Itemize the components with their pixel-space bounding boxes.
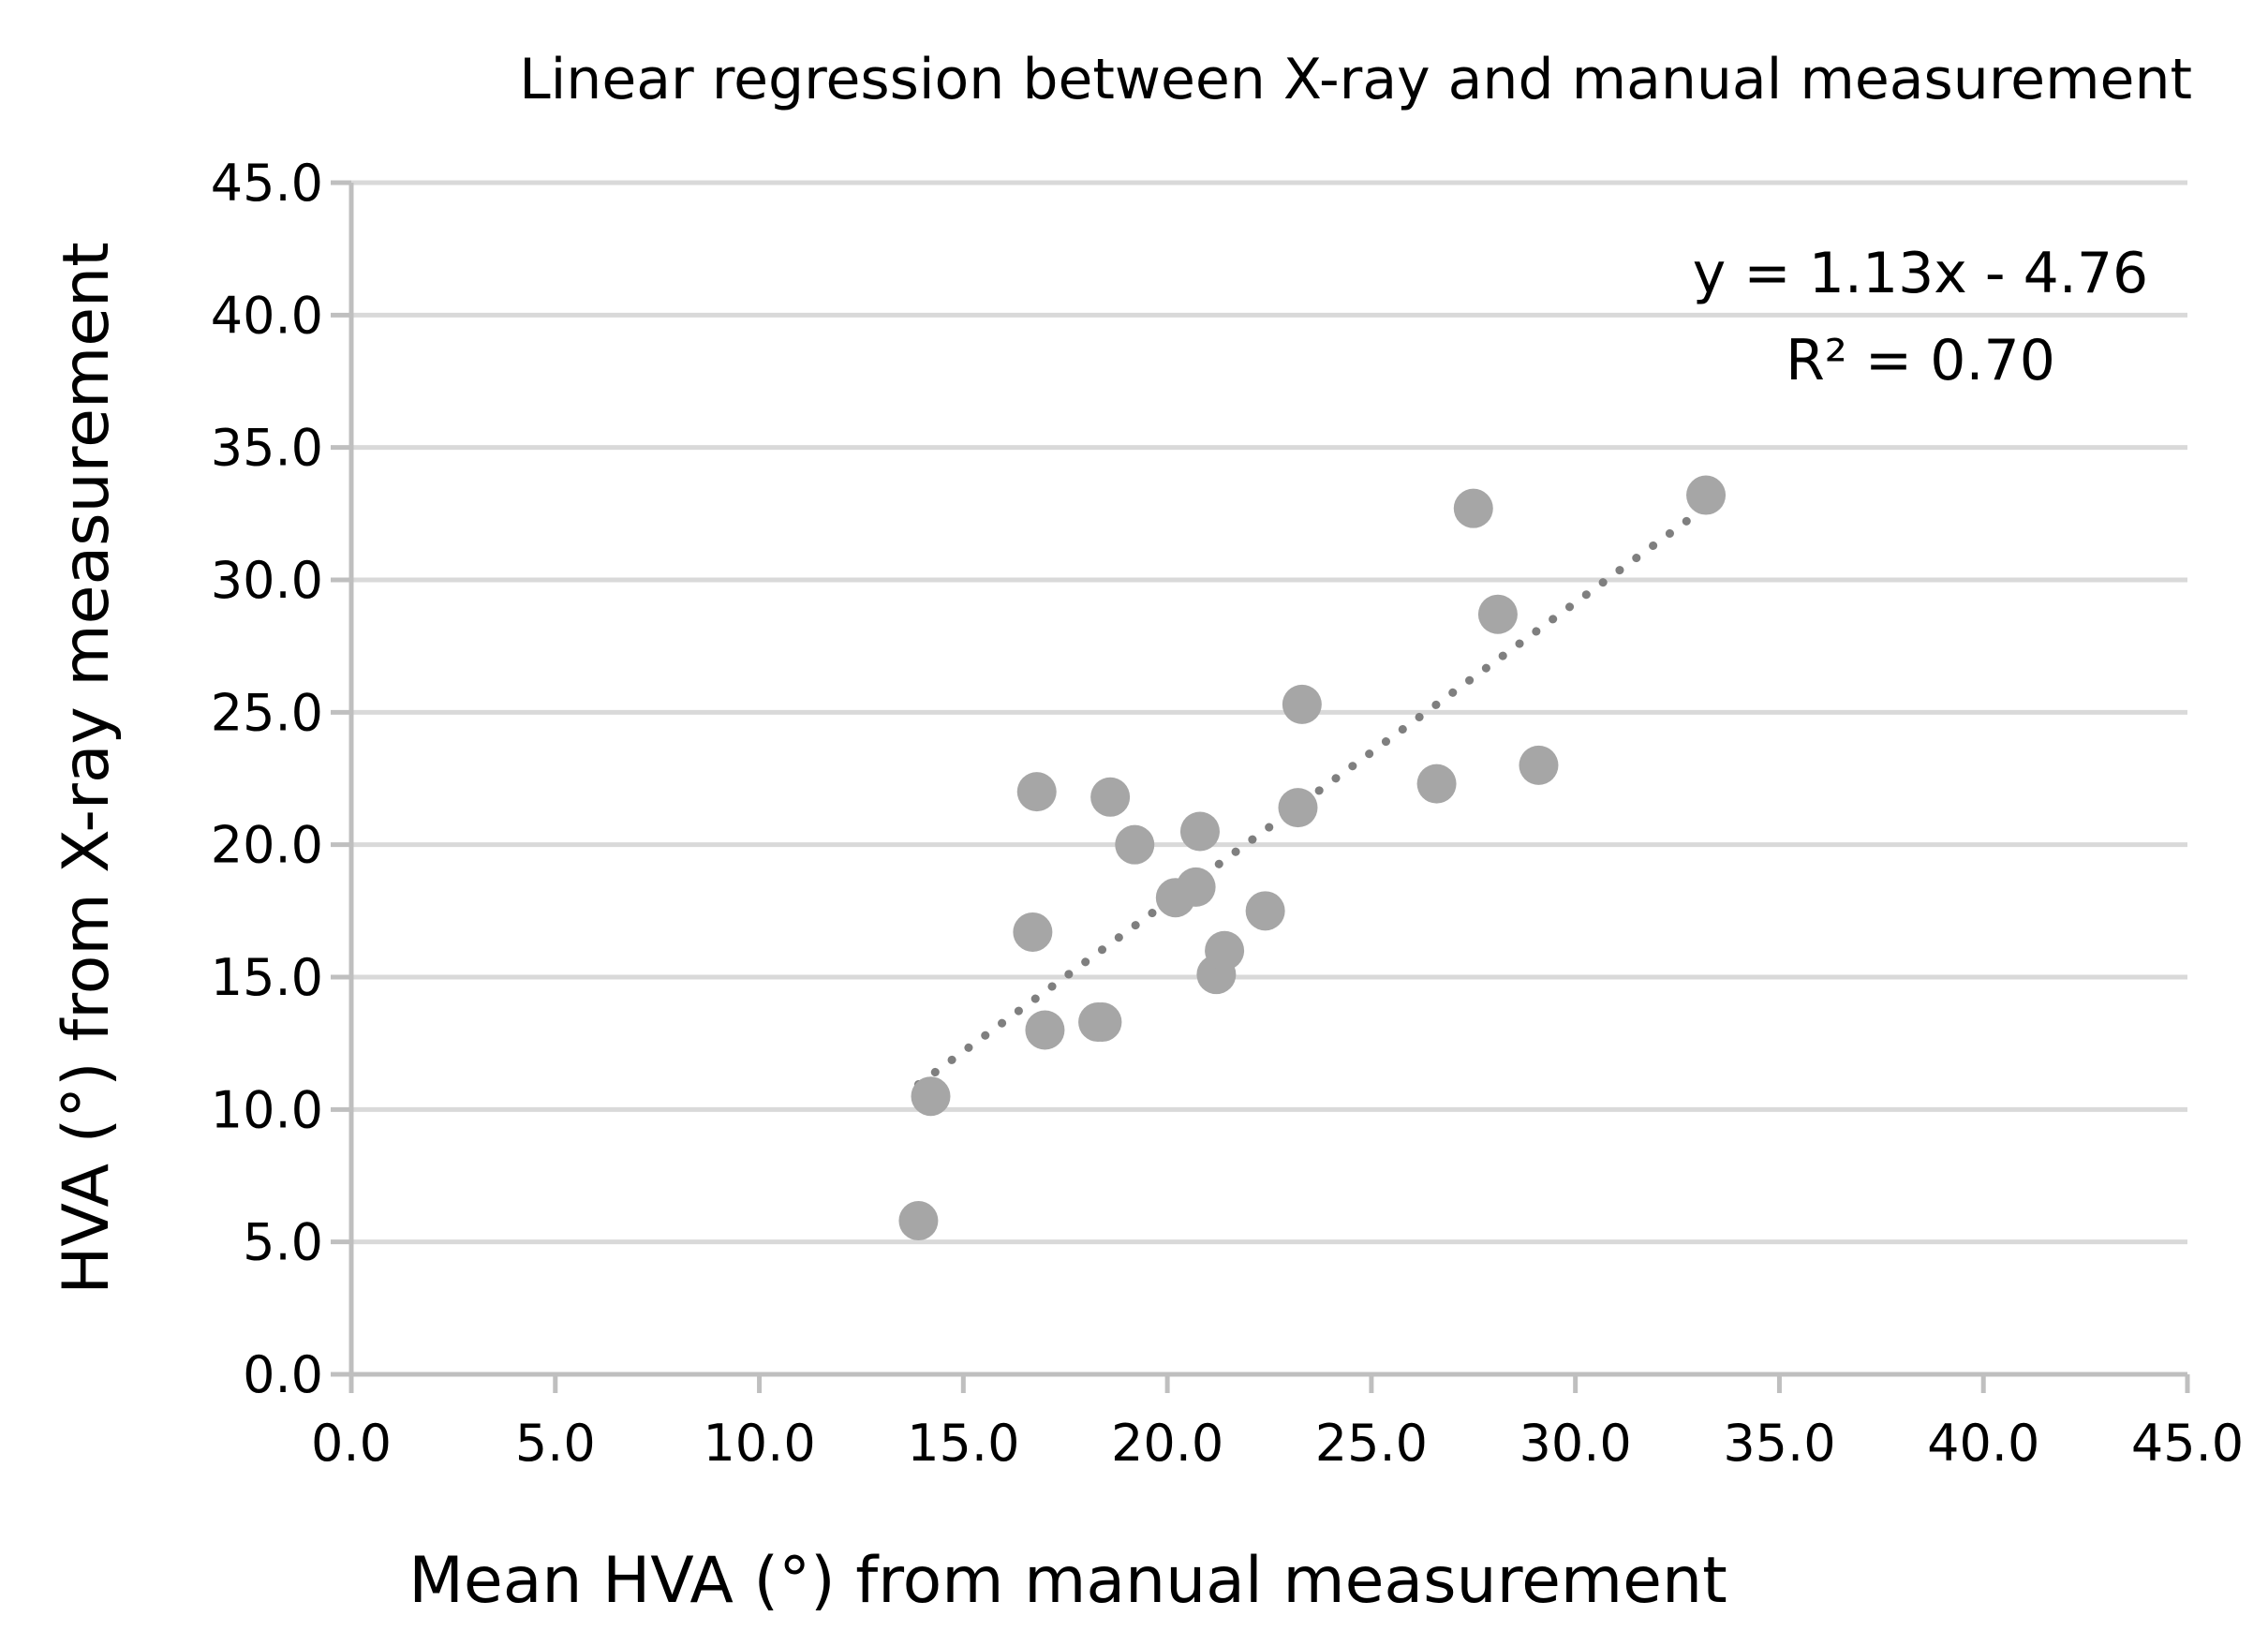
data-point [1090, 777, 1131, 817]
y-tick-labels: 0.0 5.0 10.0 15.0 20.0 25.0 30.0 35.0 40.0 45.0 [211, 154, 323, 1404]
x-tick-label-7: 35.0 [1723, 1414, 1835, 1473]
data-point [1082, 1002, 1122, 1043]
y-tick-label-8: 40.0 [211, 286, 323, 345]
x-tick-label-9: 45.0 [2131, 1414, 2244, 1473]
data-point [1115, 824, 1155, 865]
gridlines [351, 180, 2187, 1245]
data-point [1179, 811, 1220, 852]
data-point [911, 1076, 951, 1117]
y-tick-label-0: 0.0 [243, 1345, 323, 1404]
data-point [1205, 930, 1245, 971]
data-point [1416, 764, 1457, 804]
data-point [1453, 488, 1493, 528]
chart-title: Linear regression between X-ray and manu… [519, 47, 2192, 112]
y-tick-label-2: 10.0 [211, 1080, 323, 1139]
trendline-group [913, 502, 1711, 1090]
data-point [1176, 867, 1216, 907]
data-point [1519, 745, 1559, 785]
data-point [1477, 594, 1518, 634]
y-tick-label-9: 45.0 [211, 154, 323, 213]
x-tick-label-0: 0.0 [311, 1414, 392, 1473]
data-point [1686, 475, 1727, 515]
data-point [1025, 1010, 1065, 1050]
x-tick-label-1: 5.0 [515, 1414, 596, 1473]
y-tick-label-3: 15.0 [211, 948, 323, 1007]
y-tick-label-4: 20.0 [211, 816, 323, 875]
axes [331, 180, 2190, 1393]
trendline-equation: y = 1.13x - 4.76 [1693, 241, 2148, 306]
x-tick-label-5: 25.0 [1315, 1414, 1428, 1473]
x-tick-label-4: 20.0 [1111, 1414, 1223, 1473]
y-axis-label: HVA (°) from X-ray measurement [50, 242, 124, 1295]
x-tick-label-3: 15.0 [907, 1414, 1019, 1473]
y-tick-label-5: 25.0 [211, 683, 323, 742]
x-tick-label-8: 40.0 [1927, 1414, 2039, 1473]
data-point [1245, 891, 1285, 931]
y-tick-label-6: 30.0 [211, 551, 323, 610]
data-point [1278, 788, 1318, 828]
x-axis-label: Mean HVA (°) from manual measurement [408, 1544, 1727, 1618]
r-squared-label: R² = 0.70 [1786, 328, 2055, 393]
x-tick-labels: 0.0 5.0 10.0 15.0 20.0 25.0 30.0 35.0 40.0 45.0 [311, 1414, 2244, 1473]
y-tick-label-1: 5.0 [243, 1213, 323, 1272]
data-point [898, 1201, 939, 1241]
data-point [1282, 684, 1322, 724]
data-point [1016, 772, 1057, 812]
y-tick-label-7: 35.0 [211, 419, 323, 478]
data-points [898, 475, 1727, 1241]
x-tick-label-6: 30.0 [1519, 1414, 1632, 1473]
trendline [913, 502, 1711, 1090]
data-point [1013, 912, 1053, 952]
x-tick-label-2: 10.0 [703, 1414, 815, 1473]
